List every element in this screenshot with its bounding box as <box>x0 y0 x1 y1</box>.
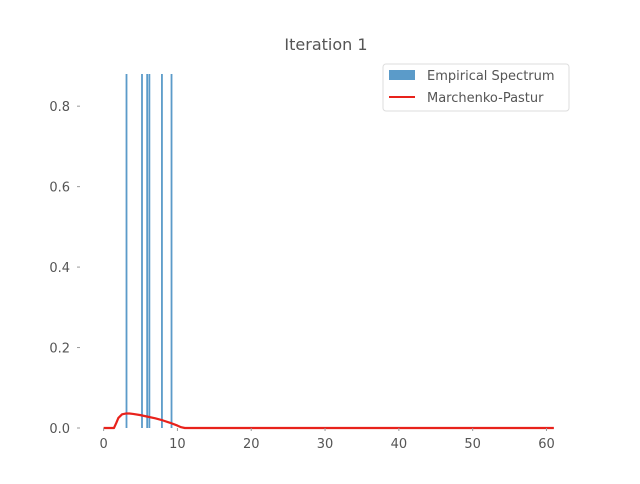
y-tick-label: 0.0 <box>49 422 70 437</box>
plot-area <box>103 74 554 430</box>
y-tick-label: 0.6 <box>49 181 70 196</box>
empirical-spectrum-bar <box>146 74 149 428</box>
x-tick-label: 20 <box>243 437 260 452</box>
x-tick-label: 60 <box>538 437 555 452</box>
y-tick-label: 0.4 <box>49 261 70 276</box>
x-tick-label: 30 <box>317 437 334 452</box>
empirical-spectrum-bar <box>161 74 163 428</box>
marchenko-pastur-line <box>103 412 554 430</box>
legend: Empirical Spectrum Marchenko-Pastur <box>382 63 570 112</box>
x-tick-label: 40 <box>391 437 408 452</box>
empirical-spectrum-bar <box>125 74 128 428</box>
empirical-spectrum-bar <box>170 74 173 428</box>
empirical-spectrum-bar <box>148 74 151 428</box>
x-tick-label: 50 <box>464 437 481 452</box>
empirical-spectrum-bar <box>141 74 143 428</box>
legend-label-marchenko-pastur: Marchenko-Pastur <box>427 91 544 106</box>
x-tick-label: 10 <box>169 437 186 452</box>
x-tick-label: 0 <box>99 437 107 452</box>
legend-frame <box>382 63 570 112</box>
y-tick-label: 0.2 <box>49 342 70 357</box>
axes: 0 10 20 30 40 50 60 0.0 0.2 0.4 0.6 0.8 <box>49 100 554 452</box>
legend-swatch-empirical <box>389 70 415 80</box>
y-tick-label: 0.8 <box>49 100 70 115</box>
chart-title: Iteration 1 <box>284 35 367 54</box>
legend-label-empirical: Empirical Spectrum <box>427 69 555 84</box>
